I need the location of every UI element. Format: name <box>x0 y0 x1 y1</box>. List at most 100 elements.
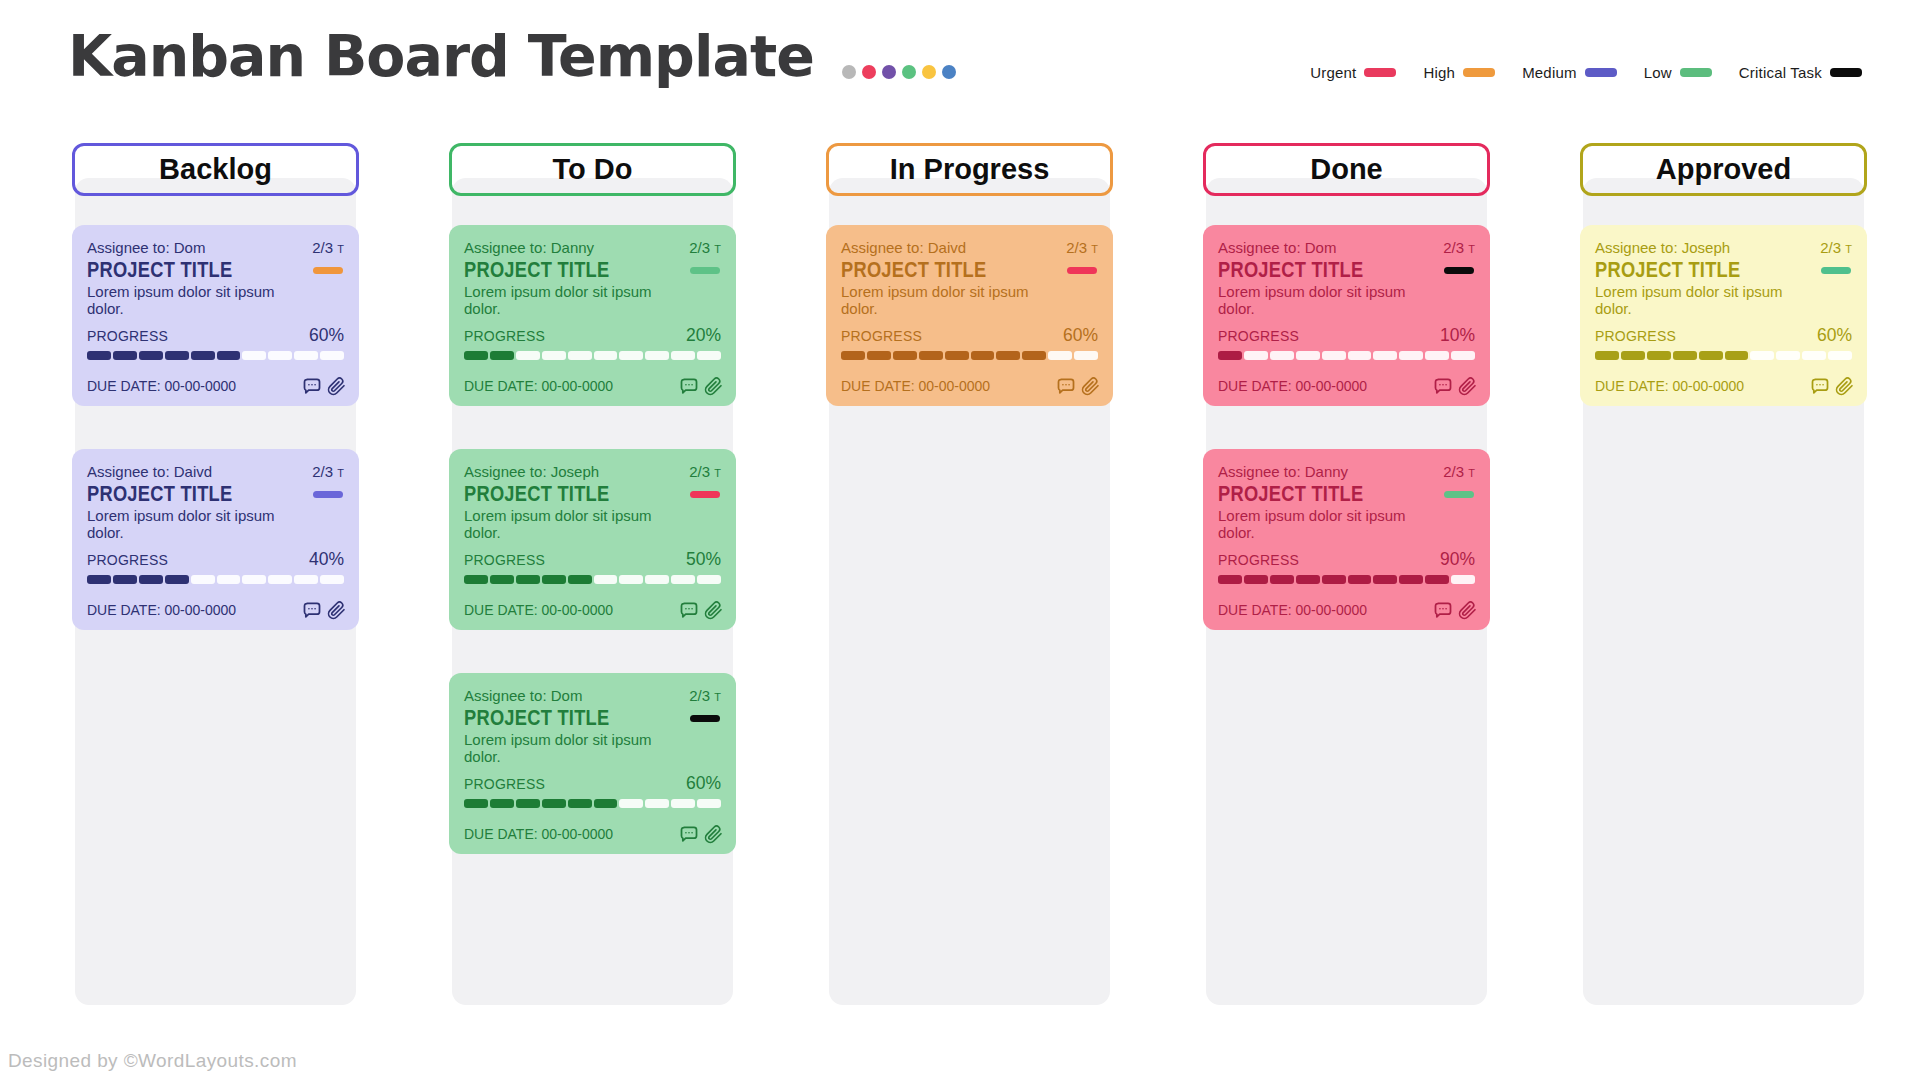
card-list: Assignee to: Dom 2/3 T PROJECT TITLE Lor… <box>1203 225 1490 630</box>
comments-icon[interactable] <box>679 376 699 396</box>
progress-segment <box>1647 351 1671 360</box>
comments-icon[interactable] <box>1056 376 1076 396</box>
kanban-column-done: Done Assignee to: Dom 2/3 T PROJECT TITL… <box>1203 143 1490 1005</box>
assignee-label: Assignee to: Danny <box>1218 463 1348 480</box>
title-dot <box>942 65 956 79</box>
column-header[interactable]: To Do <box>449 143 736 196</box>
footer-credit: Designed by ©WordLayouts.com <box>8 1050 297 1072</box>
progress-percent: 10% <box>1440 325 1475 346</box>
attachment-icon[interactable] <box>327 377 346 396</box>
attachment-icon[interactable] <box>1458 377 1477 396</box>
column-header[interactable]: Done <box>1203 143 1490 196</box>
progress-label: PROGRESS <box>464 776 545 792</box>
assignee-label: Assignee to: Daivd <box>87 463 212 480</box>
attachment-icon[interactable] <box>1835 377 1854 396</box>
attachment-icon[interactable] <box>704 825 723 844</box>
comments-icon[interactable] <box>302 600 322 620</box>
column-header[interactable]: In Progress <box>826 143 1113 196</box>
progress-label: PROGRESS <box>464 552 545 568</box>
progress-segment <box>1244 575 1268 584</box>
card-description: Lorem ipsum dolor sit ipsum dolor. <box>87 283 302 317</box>
column-title: To Do <box>553 153 633 186</box>
progress-segment <box>1621 351 1645 360</box>
progress-segment <box>217 351 241 360</box>
attachment-icon[interactable] <box>704 377 723 396</box>
progress-percent: 90% <box>1440 549 1475 570</box>
progress-segment <box>464 575 488 584</box>
progress-segment <box>464 799 488 808</box>
card-description: Lorem ipsum dolor sit ipsum dolor. <box>841 283 1056 317</box>
task-card[interactable]: Assignee to: Dom 2/3 T PROJECT TITLE Lor… <box>72 225 359 406</box>
progress-segment <box>1595 351 1619 360</box>
task-card[interactable]: Assignee to: Dom 2/3 T PROJECT TITLE Lor… <box>449 673 736 854</box>
attachment-icon[interactable] <box>704 601 723 620</box>
progress-segment <box>1270 575 1294 584</box>
priority-indicator <box>1444 267 1474 274</box>
assignee-label: Assignee to: Dom <box>464 687 582 704</box>
card-description: Lorem ipsum dolor sit ipsum dolor. <box>1595 283 1810 317</box>
progress-label: PROGRESS <box>1218 328 1299 344</box>
task-card[interactable]: Assignee to: Danny 2/3 T PROJECT TITLE L… <box>1203 449 1490 630</box>
progress-segment <box>645 351 669 360</box>
task-card[interactable]: Assignee to: Joseph 2/3 T PROJECT TITLE … <box>1580 225 1867 406</box>
column-header[interactable]: Approved <box>1580 143 1867 196</box>
progress-segment <box>320 575 344 584</box>
progress-segment <box>294 351 318 360</box>
task-count: 2/3 T <box>1443 463 1475 480</box>
assignee-label: Assignee to: Daivd <box>841 239 966 256</box>
progress-segment <box>619 575 643 584</box>
due-date: DUE DATE: 00-00-0000 <box>87 602 236 618</box>
comments-icon[interactable] <box>679 824 699 844</box>
progress-segment <box>1322 575 1346 584</box>
progress-segment <box>191 351 215 360</box>
page-title: Kanban Board Template <box>68 23 814 89</box>
progress-segment <box>671 351 695 360</box>
progress-segment <box>619 351 643 360</box>
progress-segment <box>542 351 566 360</box>
progress-bar <box>841 351 1098 360</box>
progress-bar <box>1218 575 1475 584</box>
assignee-label: Assignee to: Danny <box>464 239 594 256</box>
progress-segment <box>320 351 344 360</box>
comments-icon[interactable] <box>1433 376 1453 396</box>
progress-label: PROGRESS <box>841 328 922 344</box>
task-card[interactable]: Assignee to: Daivd 2/3 T PROJECT TITLE L… <box>72 449 359 630</box>
attachment-icon[interactable] <box>327 601 346 620</box>
comments-icon[interactable] <box>679 600 699 620</box>
task-card[interactable]: Assignee to: Danny 2/3 T PROJECT TITLE L… <box>449 225 736 406</box>
legend-swatch <box>1680 68 1712 77</box>
comments-icon[interactable] <box>1433 600 1453 620</box>
legend-item: Medium <box>1522 64 1617 81</box>
progress-segment <box>217 575 241 584</box>
progress-segment <box>945 351 969 360</box>
comments-icon[interactable] <box>302 376 322 396</box>
attachment-icon[interactable] <box>1081 377 1100 396</box>
task-card[interactable]: Assignee to: Dom 2/3 T PROJECT TITLE Lor… <box>1203 225 1490 406</box>
card-title: PROJECT TITLE <box>464 706 609 731</box>
task-card[interactable]: Assignee to: Joseph 2/3 T PROJECT TITLE … <box>449 449 736 630</box>
task-count: 2/3 T <box>312 463 344 480</box>
kanban-column-backlog: Backlog Assignee to: Dom 2/3 T PROJECT T… <box>72 143 359 1005</box>
assignee-label: Assignee to: Joseph <box>464 463 599 480</box>
progress-segment <box>516 575 540 584</box>
column-title: Done <box>1310 153 1383 186</box>
progress-segment <box>568 799 592 808</box>
priority-indicator <box>313 491 343 498</box>
progress-segment <box>841 351 865 360</box>
progress-segment <box>1425 575 1449 584</box>
column-header[interactable]: Backlog <box>72 143 359 196</box>
progress-segment <box>139 575 163 584</box>
progress-segment <box>139 351 163 360</box>
priority-indicator <box>1067 267 1097 274</box>
legend-swatch <box>1830 68 1862 77</box>
task-count: 2/3 T <box>312 239 344 256</box>
attachment-icon[interactable] <box>1458 601 1477 620</box>
progress-bar <box>464 799 721 808</box>
progress-bar <box>87 351 344 360</box>
task-card[interactable]: Assignee to: Daivd 2/3 T PROJECT TITLE L… <box>826 225 1113 406</box>
progress-segment <box>645 799 669 808</box>
kanban-column-approved: Approved Assignee to: Joseph 2/3 T PROJE… <box>1580 143 1867 1005</box>
task-count: 2/3 T <box>689 463 721 480</box>
progress-percent: 60% <box>1817 325 1852 346</box>
comments-icon[interactable] <box>1810 376 1830 396</box>
